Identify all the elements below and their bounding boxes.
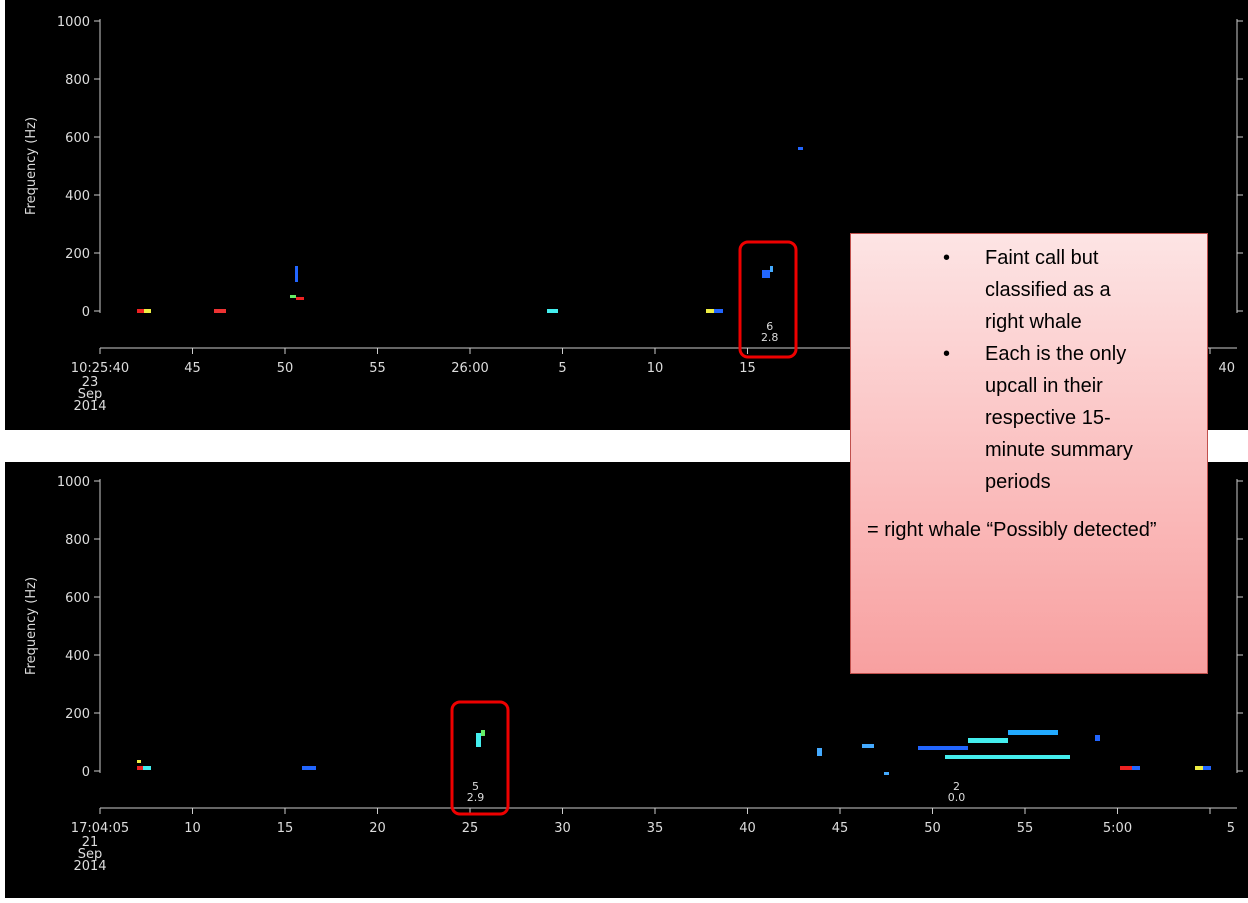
blob: [884, 772, 889, 775]
blob: [295, 266, 298, 282]
annotation-box: Faint call but classified as a right wha…: [850, 233, 1208, 674]
y-tick-label: 0: [82, 305, 90, 320]
y-tick-label: 400: [65, 649, 90, 664]
y-tick-label: 800: [65, 73, 90, 88]
blob: [817, 748, 822, 756]
x-tick-label: 26:00: [451, 361, 488, 376]
blob: [945, 755, 1070, 759]
detection-score: 0.0: [948, 791, 966, 804]
y-tick-label: 600: [65, 131, 90, 146]
y-axis-label: Frequency (Hz): [24, 117, 39, 215]
blob: [137, 760, 141, 763]
x-tick-label: 5:00: [1103, 821, 1132, 836]
blob: [968, 738, 1008, 743]
x-tick-label: 35: [647, 821, 664, 836]
detection-score: 2.9: [467, 791, 485, 804]
highlight-box: [738, 240, 798, 359]
bullet: Each is the only upcall in their respect…: [943, 338, 1145, 498]
bullet-list: Faint call but classified as a right wha…: [867, 242, 1191, 498]
x-tick-label: 55: [1017, 821, 1034, 836]
highlight-box: [450, 700, 510, 816]
blob: [862, 744, 874, 748]
blob: [137, 766, 143, 770]
detection-count: 6: [766, 320, 773, 333]
x-tick-label: 45: [832, 821, 849, 836]
date-label: Sep: [78, 387, 103, 402]
blob: [1195, 766, 1203, 770]
conclusion: = right whale “Possibly detected”: [867, 519, 1157, 541]
detection-count: 5: [472, 780, 479, 793]
x-tick-label: 15: [739, 361, 756, 376]
blob: [302, 766, 316, 770]
blob: [481, 730, 485, 736]
date-label: 2014: [73, 859, 106, 874]
blob: [1132, 766, 1140, 770]
x-tick-label: 17:04:05: [71, 821, 129, 836]
x-tick-label: 5: [1227, 821, 1235, 836]
blob: [706, 309, 714, 313]
date-label: 2014: [73, 399, 106, 414]
blob: [918, 746, 968, 750]
y-tick-label: 200: [65, 247, 90, 262]
y-tick-label: 400: [65, 189, 90, 204]
y-axis-label: Frequency (Hz): [24, 577, 39, 675]
blob: [144, 309, 151, 313]
x-tick-label: 40: [739, 821, 756, 836]
x-tick-label: 10: [184, 821, 201, 836]
blob: [1120, 766, 1132, 770]
blob: [798, 147, 803, 150]
detection-score: 2.8: [761, 331, 779, 344]
y-tick-label: 800: [65, 533, 90, 548]
spectrogram-blobs: [137, 147, 1211, 775]
x-tick-label: 50: [277, 361, 294, 376]
x-tick-label: 40: [1218, 361, 1235, 376]
blob: [762, 270, 770, 278]
date-label: 23: [82, 375, 99, 390]
x-tick-label: 10:25:40: [71, 361, 129, 376]
blob: [476, 733, 481, 747]
blob: [137, 309, 144, 313]
blob: [1203, 766, 1211, 770]
y-tick-label: 0: [82, 765, 90, 780]
date-label: 21: [82, 835, 99, 850]
x-tick-label: 25: [462, 821, 479, 836]
x-tick-label: 10: [647, 361, 664, 376]
x-tick-label: 45: [184, 361, 201, 376]
blob: [1008, 730, 1058, 735]
x-tick-label: 5: [558, 361, 566, 376]
x-tick-label: 15: [277, 821, 294, 836]
y-tick-label: 600: [65, 591, 90, 606]
blob: [547, 309, 558, 313]
date-label: Sep: [78, 847, 103, 862]
blob: [143, 766, 151, 770]
detection-count: 2: [953, 780, 960, 793]
blob: [290, 295, 296, 298]
y-tick-label: 200: [65, 707, 90, 722]
blob: [770, 266, 773, 272]
y-tick-label: 1000: [57, 475, 90, 490]
bullet: Faint call but classified as a right wha…: [943, 242, 1145, 338]
x-tick-label: 20: [369, 821, 386, 836]
blob: [296, 297, 304, 300]
blob: [214, 309, 226, 313]
blob: [1095, 735, 1100, 741]
y-tick-label: 1000: [57, 15, 90, 30]
x-tick-label: 50: [924, 821, 941, 836]
x-tick-label: 30: [554, 821, 571, 836]
x-tick-label: 55: [369, 361, 386, 376]
blob: [714, 309, 723, 313]
